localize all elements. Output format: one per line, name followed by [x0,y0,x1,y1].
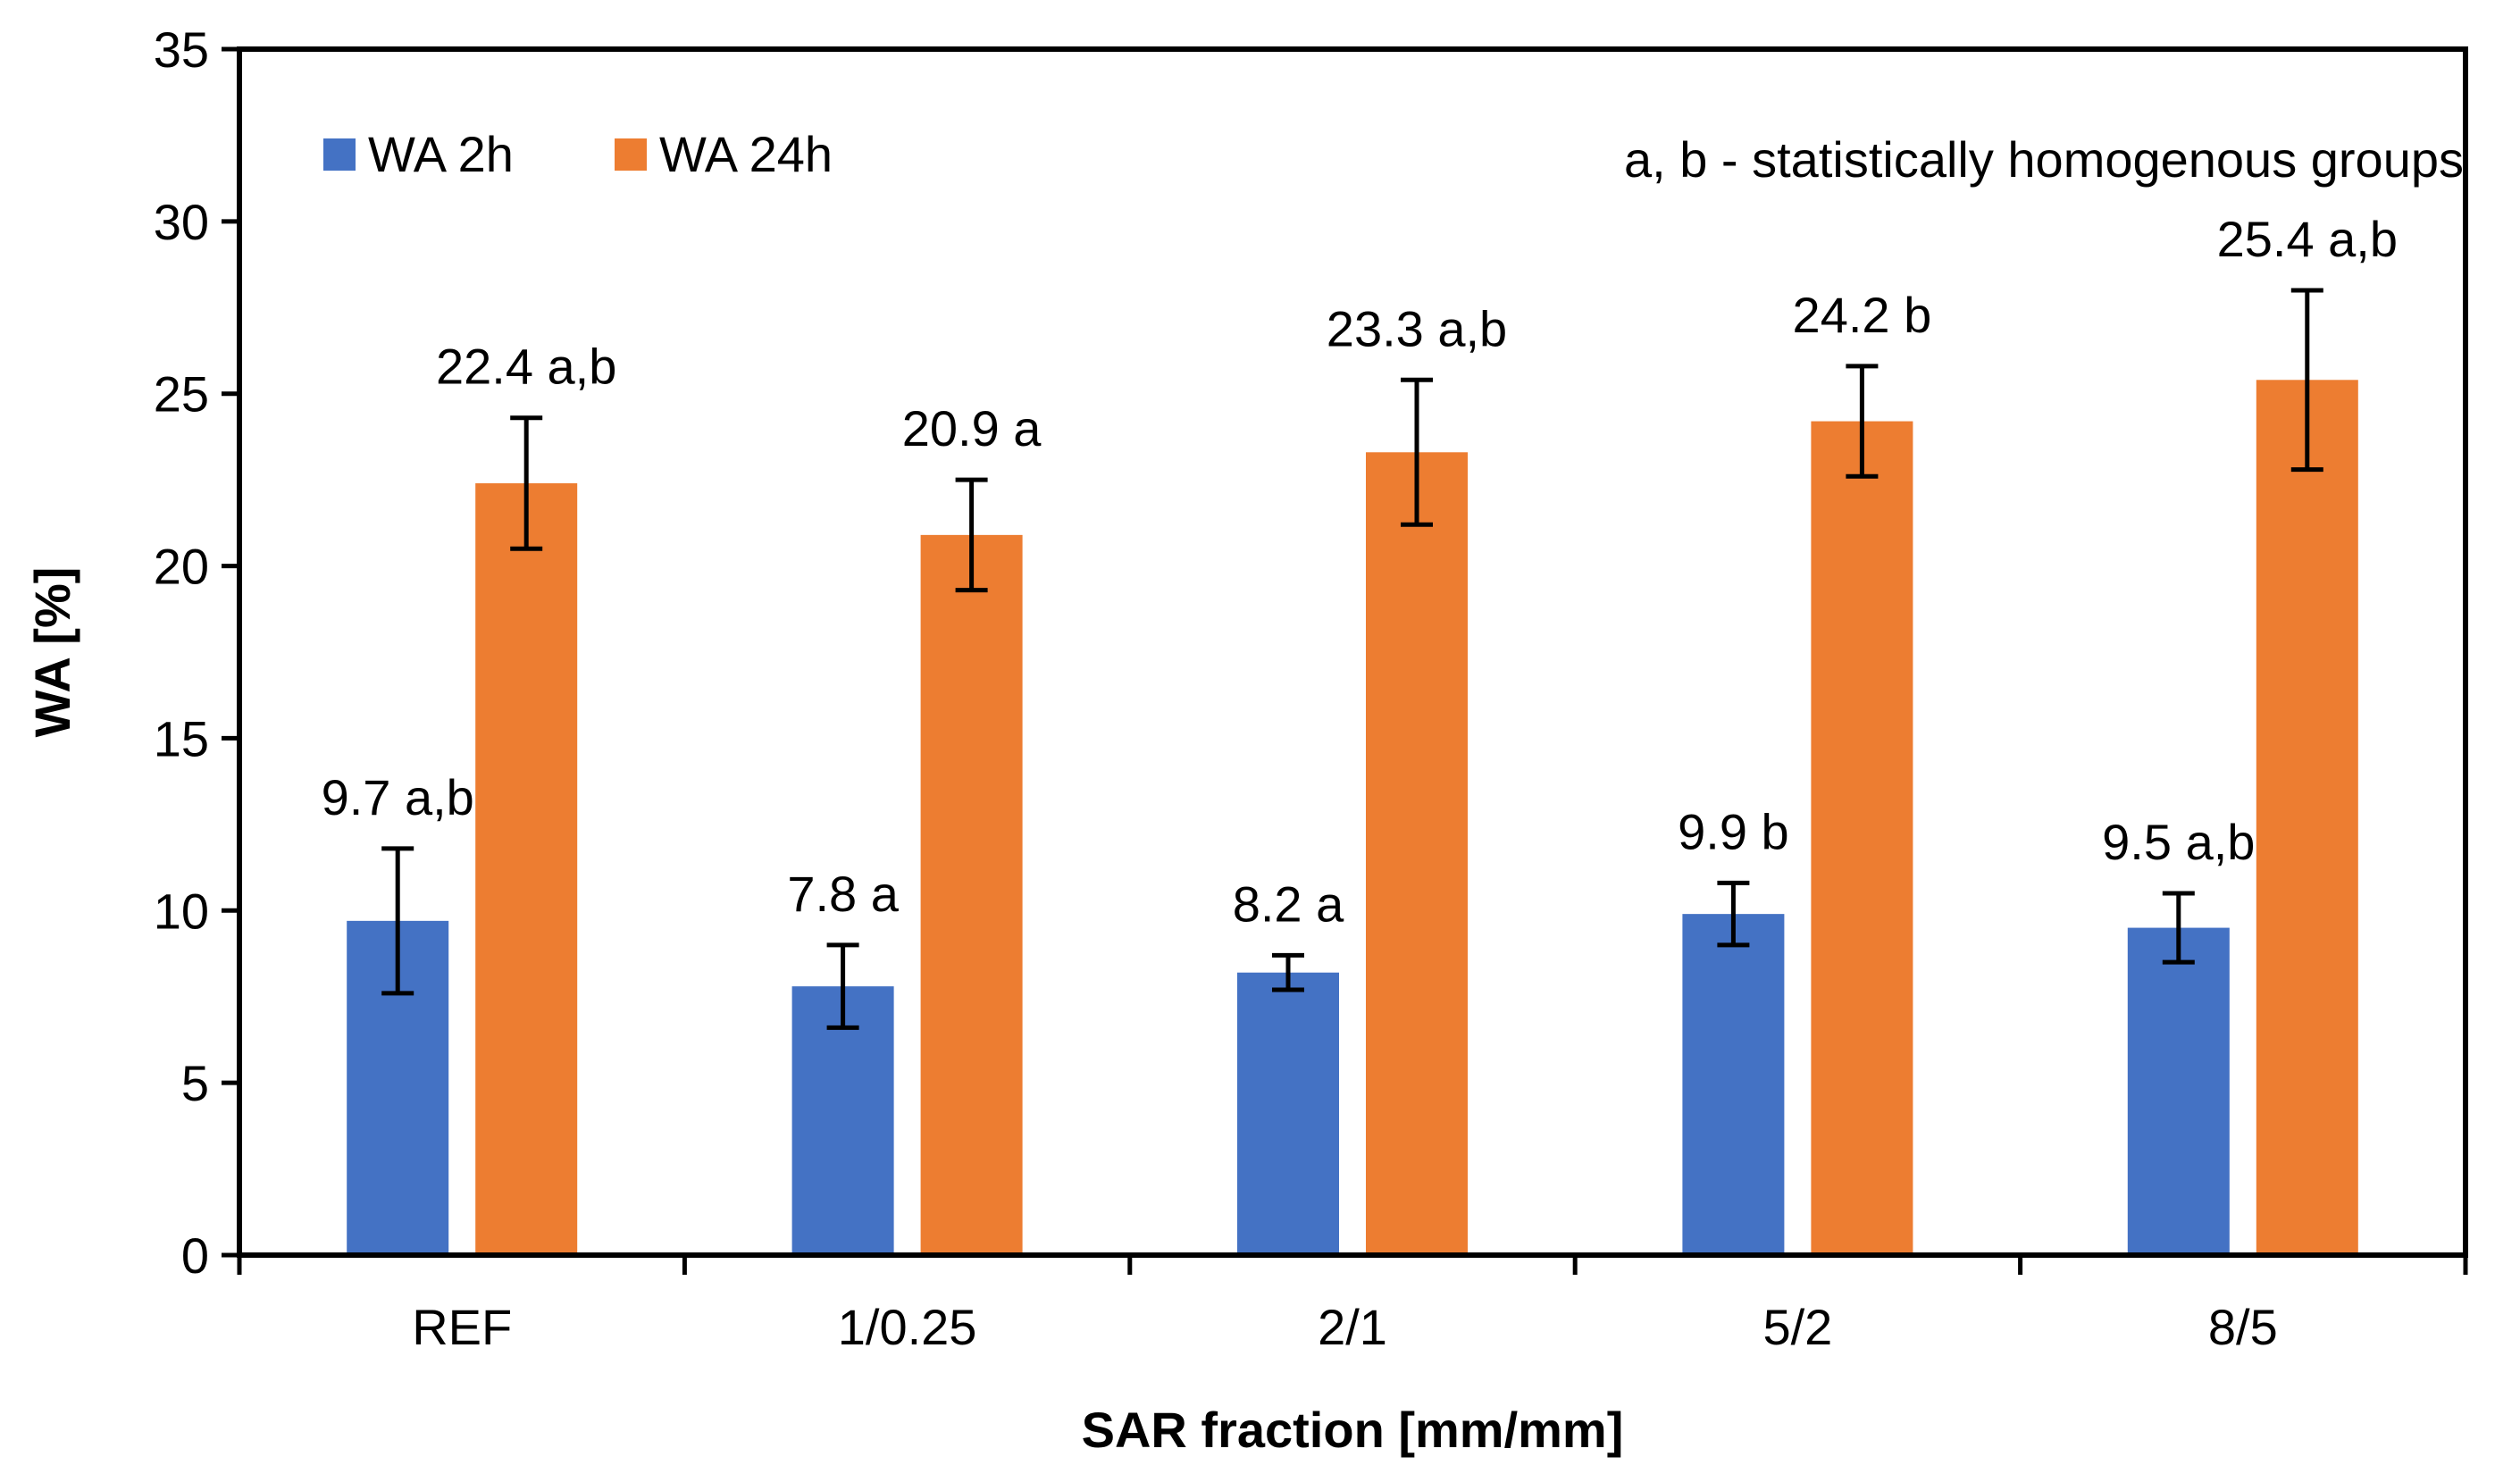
y-tick-label: 5 [181,1055,209,1111]
error-bar [381,846,414,996]
data-label: 8.2 a [1233,875,1344,932]
annotation-homogenous-groups: a, b - statistically homogenous groups [1624,131,2464,188]
y-tick-label: 0 [181,1227,209,1284]
y-tick-label: 15 [154,710,209,766]
error-bars-layer [381,288,2323,1030]
legend: WA 2h WA 24h [323,126,833,182]
y-tick-label: 20 [154,539,209,595]
legend-label-wa-2h: WA 2h [368,126,514,182]
error-bar [955,477,988,593]
plot-frame [237,46,2468,1258]
data-label: 9.5 a,b [2102,814,2255,870]
bar-wa-2h [1682,914,1785,1255]
y-tick-label: 10 [154,883,209,939]
error-bar [1717,880,1750,948]
bar-wa-24h [1811,421,1913,1256]
x-axis: REF 1/0.25 2/1 5/2 8/5 [237,1255,2468,1355]
legend-swatch-wa-24h [615,138,647,171]
y-axis-title: WA [%] [24,567,80,738]
error-bar [826,942,859,1030]
x-axis-title: SAR fraction [mm/mm] [1082,1402,1624,1458]
legend-swatch-wa-2h [323,138,356,171]
data-label: 9.9 b [1678,803,1789,859]
x-category-label: REF [412,1299,512,1355]
data-label: 22.4 a,b [436,339,616,395]
bar-wa-24h [920,534,1023,1255]
data-label: 24.2 b [1793,287,1932,343]
error-bar [2290,288,2323,473]
bar-wa-24h [475,483,578,1255]
y-tick-label: 25 [154,366,209,423]
data-label: 7.8 a [787,866,899,922]
y-tick-label: 30 [154,194,209,250]
error-bar [1846,364,1879,479]
data-label: 23.3 a,b [1327,300,1507,356]
bar-wa-2h [791,986,894,1255]
x-category-label: 1/0.25 [838,1299,977,1355]
bar-wa-2h [2127,927,2230,1255]
legend-label-wa-24h: WA 24h [659,126,833,182]
bar-wa-24h [2256,380,2358,1255]
error-bar [1401,377,1433,527]
x-category-label: 8/5 [2208,1299,2278,1355]
data-label: 20.9 a [902,400,1042,456]
bar-wa-2h [1237,972,1339,1255]
y-tick-label: 35 [154,21,209,78]
error-bar [1272,952,1304,992]
error-bar [2162,891,2195,965]
y-axis: 0 5 10 15 20 25 30 35 [154,21,239,1284]
data-labels-layer: 9.7 a,b 7.8 a 8.2 a 9.9 b 9.5 a,b 22.4 a,b 20.… [322,211,2398,932]
bar-wa-24h [1366,452,1468,1255]
bars-layer [347,380,2358,1256]
error-bar [510,415,543,551]
x-category-label: 5/2 [1762,1299,1832,1355]
data-label: 9.7 a,b [322,769,474,825]
x-category-label: 2/1 [1318,1299,1387,1355]
data-label: 25.4 a,b [2217,211,2398,267]
